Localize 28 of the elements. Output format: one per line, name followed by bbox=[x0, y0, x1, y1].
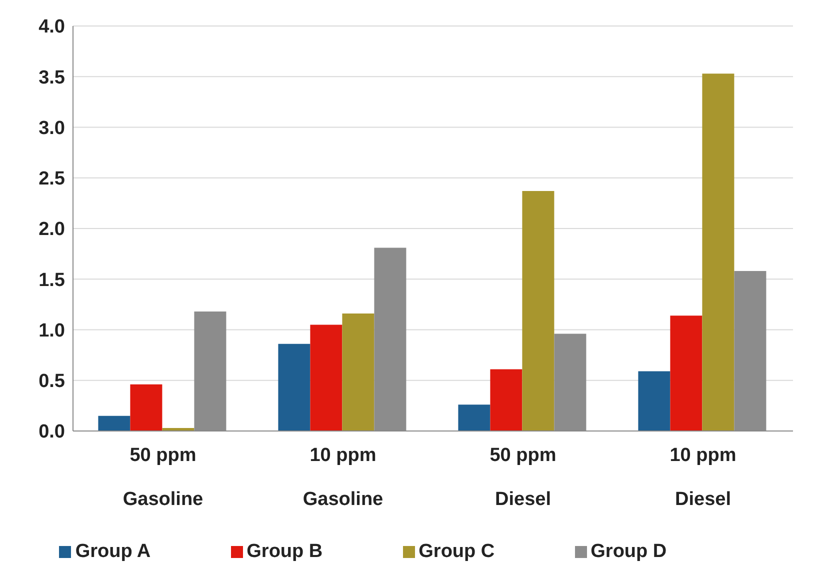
y-tick-label: 0.5 bbox=[38, 371, 66, 392]
bar bbox=[342, 314, 374, 431]
bar bbox=[670, 316, 702, 431]
category-label: 50 ppm Diesel bbox=[490, 445, 556, 510]
y-tick-label: 3.5 bbox=[38, 67, 66, 88]
bar bbox=[130, 384, 162, 431]
legend-label: Group B bbox=[246, 541, 323, 562]
bar bbox=[458, 404, 490, 431]
y-tick-label: 2.5 bbox=[38, 168, 66, 190]
category-label: 10 ppm Gasoline bbox=[302, 445, 384, 510]
y-tick-label: 3.0 bbox=[38, 118, 65, 139]
bar bbox=[98, 416, 130, 431]
bar bbox=[638, 371, 670, 431]
y-tick-label: 4.0 bbox=[38, 16, 65, 38]
y-tick-label: 1.5 bbox=[38, 270, 66, 291]
bar bbox=[522, 191, 554, 431]
legend-label: Group D bbox=[590, 541, 667, 562]
category-label: 10 ppm Diesel bbox=[670, 445, 736, 510]
bar bbox=[702, 74, 734, 431]
bar bbox=[490, 369, 522, 431]
bar bbox=[278, 344, 310, 431]
bar bbox=[310, 324, 342, 431]
y-tick-label: 0.0 bbox=[38, 422, 65, 443]
legend-label: Group A bbox=[75, 541, 151, 562]
y-tick-label: 1.0 bbox=[38, 320, 65, 342]
category-label: 50 ppm Gasoline bbox=[122, 445, 204, 510]
y-tick-label: 2.0 bbox=[38, 219, 65, 240]
legend-label: Group C bbox=[418, 541, 495, 562]
